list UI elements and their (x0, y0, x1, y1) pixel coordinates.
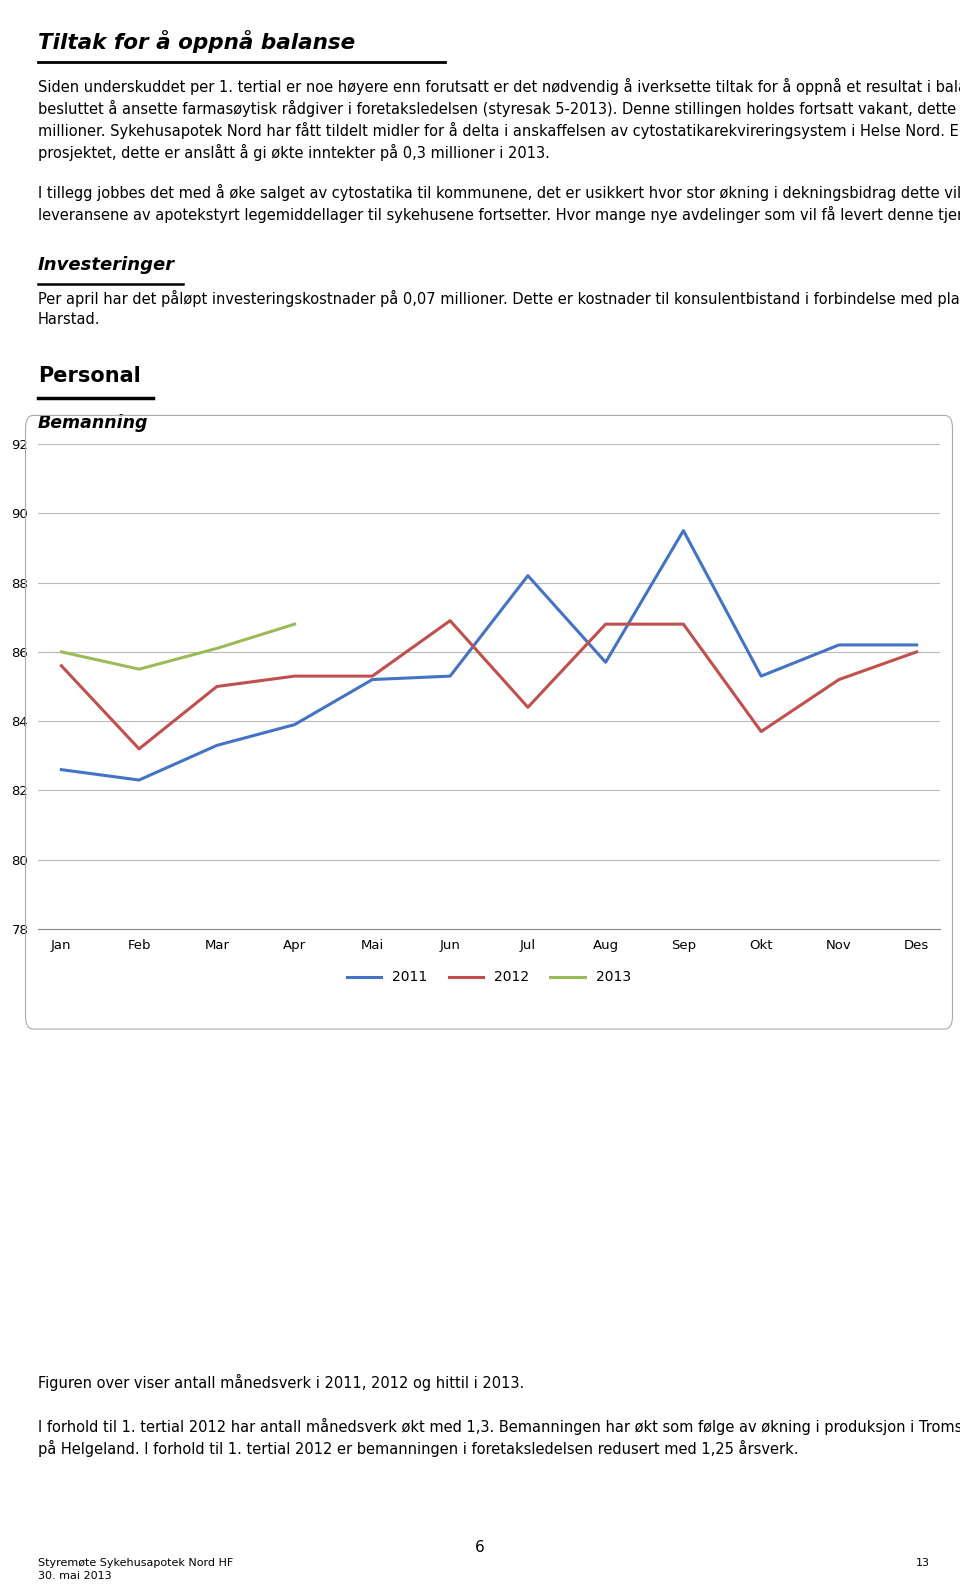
Text: 6: 6 (475, 1540, 485, 1555)
Text: millioner. Sykehusapotek Nord har fått tildelt midler for å delta i anskaffelsen: millioner. Sykehusapotek Nord har fått t… (38, 122, 960, 140)
Legend: 2011, 2012, 2013: 2011, 2012, 2013 (341, 966, 636, 989)
Text: I forhold til 1. tertial 2012 har antall månedsverk økt med 1,3. Bemanningen har: I forhold til 1. tertial 2012 har antall… (38, 1418, 960, 1436)
Text: leveransene av apotekstyrt legemiddellager til sykehusene fortsetter. Hvor mange: leveransene av apotekstyrt legemiddellag… (38, 206, 960, 222)
Text: Harstad.: Harstad. (38, 311, 101, 327)
Text: Per april har det påløpt investeringskostnader på 0,07 millioner. Dette er kostn: Per april har det påløpt investeringskos… (38, 291, 960, 306)
Text: Styremøte Sykehusapotek Nord HF
30. mai 2013: Styremøte Sykehusapotek Nord HF 30. mai … (38, 1558, 233, 1582)
Text: Personal: Personal (38, 365, 141, 386)
Text: I tillegg jobbes det med å øke salget av cytostatika til kommunene, det er usikk: I tillegg jobbes det med å øke salget av… (38, 184, 960, 202)
Text: Investeringer: Investeringer (38, 256, 175, 275)
Text: prosjektet, dette er anslått å gi økte inntekter på 0,3 millioner i 2013.: prosjektet, dette er anslått å gi økte i… (38, 145, 550, 160)
Text: på Helgeland. I forhold til 1. tertial 2012 er bemanningen i foretaksledelsen re: på Helgeland. I forhold til 1. tertial 2… (38, 1440, 799, 1458)
Text: besluttet å ansette farmasøytisk rådgiver i foretaksledelsen (styresak 5-2013). : besluttet å ansette farmasøytisk rådgive… (38, 100, 960, 118)
Text: Figuren over viser antall månedsverk i 2011, 2012 og hittil i 2013.: Figuren over viser antall månedsverk i 2… (38, 1374, 524, 1391)
Text: Tiltak for å oppnå balanse: Tiltak for å oppnå balanse (38, 30, 355, 52)
Text: 13: 13 (916, 1558, 930, 1567)
Text: Siden underskuddet per 1. tertial er noe høyere enn forutsatt er det nødvendig å: Siden underskuddet per 1. tertial er noe… (38, 78, 960, 95)
Text: Bemanning: Bemanning (38, 414, 149, 432)
